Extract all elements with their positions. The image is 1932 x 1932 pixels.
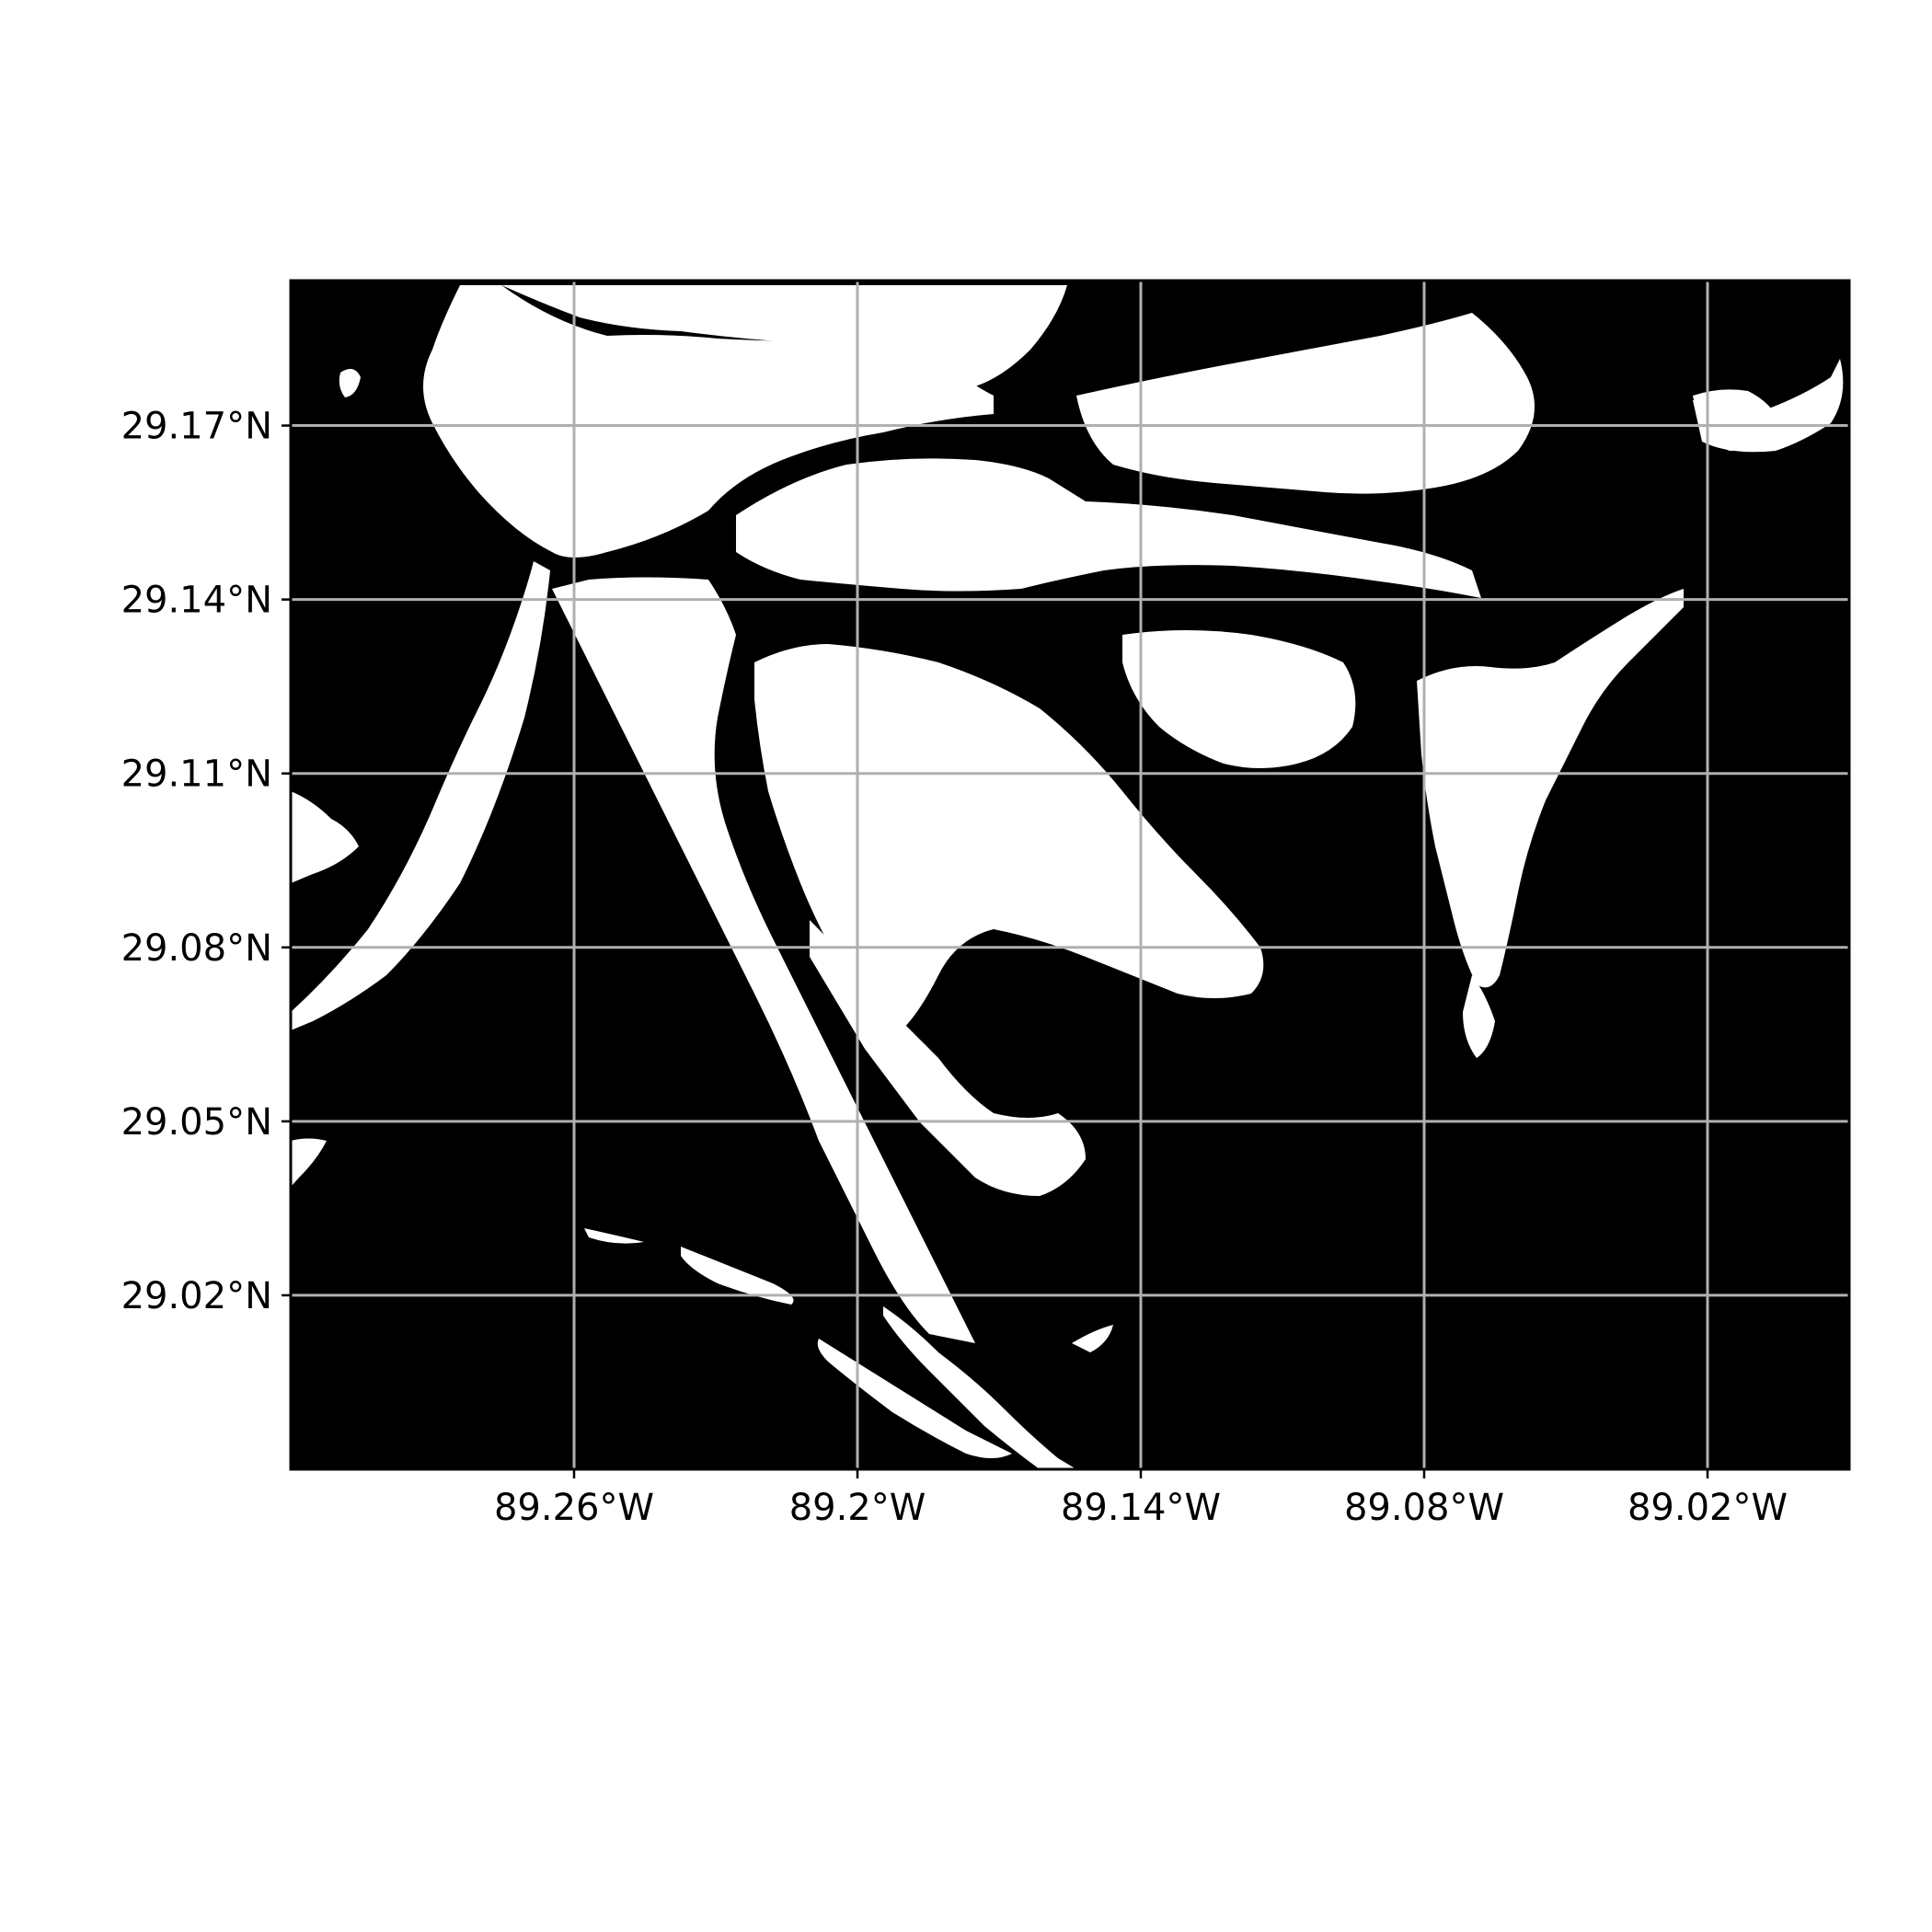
land-islet-west-north [339, 369, 361, 397]
y-tick-label: 29.17°N [121, 406, 272, 448]
x-axis: 89.26°W 89.2°W 89.14°W 89.08°W 89.02°W [494, 1469, 1788, 1529]
land-north-bank [423, 285, 994, 558]
land-south-spit [817, 1339, 1012, 1458]
land-southwest-spit [681, 1247, 794, 1305]
land-central-island [754, 644, 1264, 1030]
x-tick-label: 89.2°W [789, 1487, 926, 1529]
land-west-marsh [291, 561, 550, 1030]
land-north-marsh [736, 458, 1481, 598]
y-tick-label: 29.05°N [121, 1101, 272, 1144]
land-layer [291, 285, 1844, 1469]
graticule [291, 281, 1849, 1469]
land-south-east-bank [810, 920, 1086, 1196]
land-west-islet [291, 791, 359, 883]
plot-frame [289, 279, 1851, 1471]
land-east-marsh [1122, 630, 1356, 768]
land-east-tip [1463, 975, 1495, 1058]
land-islet-southwest [584, 1228, 644, 1244]
y-tick-label: 29.14°N [121, 580, 272, 622]
land-north-upper [501, 285, 1067, 386]
y-axis: 29.17°N 29.14°N 29.11°N 29.08°N 29.05°N 29.02… [121, 406, 291, 1317]
x-tick-label: 89.02°W [1627, 1487, 1788, 1529]
land-south-tip [883, 1306, 1076, 1469]
y-tick-label: 29.08°N [121, 927, 272, 970]
land-northeast-marsh [1076, 313, 1535, 494]
x-tick-label: 89.26°W [494, 1487, 654, 1529]
land-east-peninsula [1417, 589, 1684, 988]
x-tick-label: 89.08°W [1344, 1487, 1504, 1529]
land-central-west [552, 577, 975, 1343]
land-northeast-corner-island [1693, 359, 1844, 453]
land-islet-south-center [1072, 1325, 1113, 1352]
x-tick-label: 89.14°W [1061, 1487, 1221, 1529]
land-west-islet-2 [291, 1138, 327, 1187]
y-tick-label: 29.11°N [121, 753, 272, 796]
y-tick-label: 29.02°N [121, 1275, 272, 1317]
